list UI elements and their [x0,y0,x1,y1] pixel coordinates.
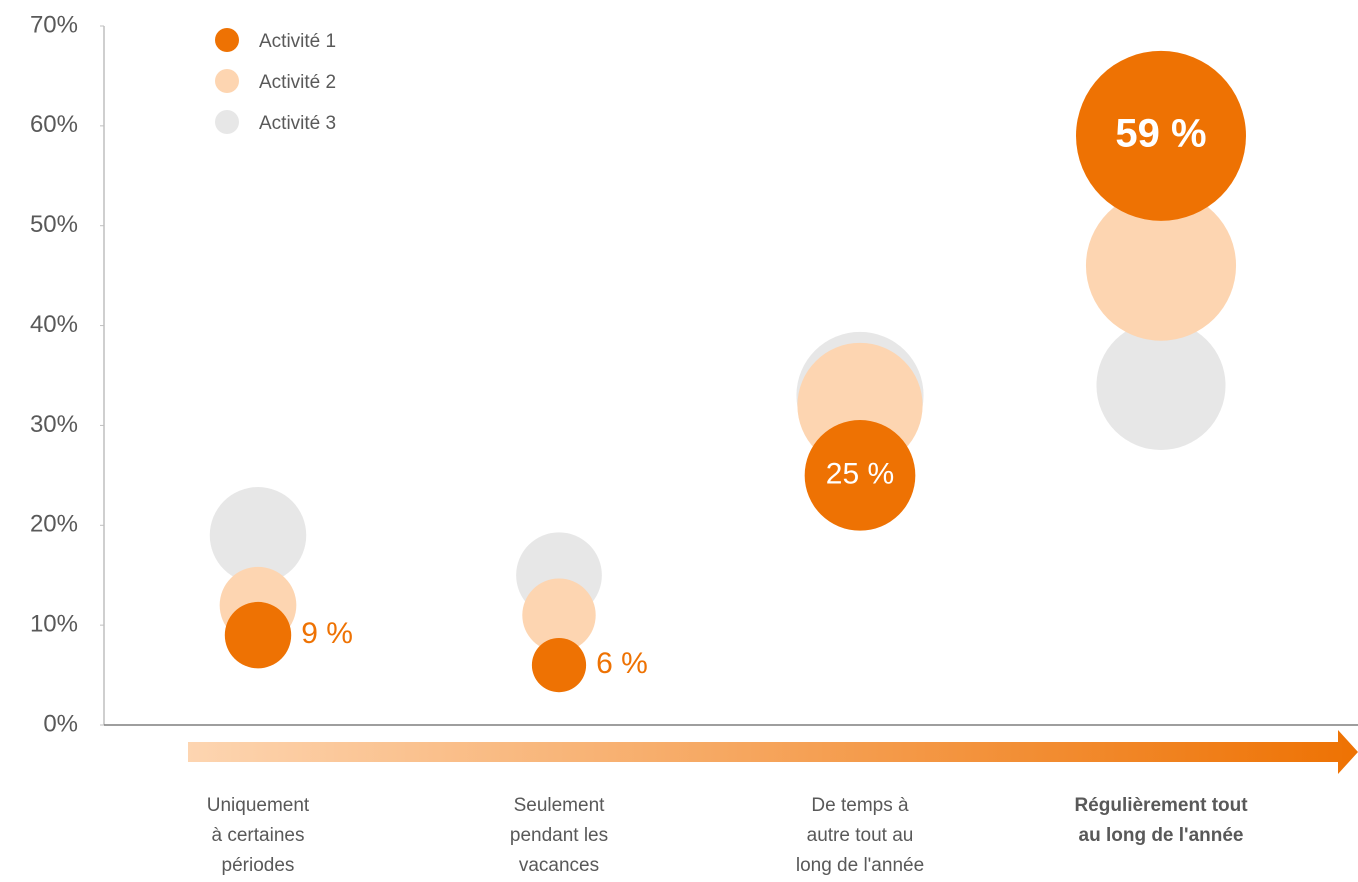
legend-marker [215,28,239,52]
legend-label: Activité 3 [259,113,336,134]
data-label: 59 % [1115,111,1206,155]
x-tick-label: Régulièrement tout [1074,795,1248,816]
bubble [209,487,307,584]
x-tick-label: vacances [519,855,599,876]
bubble [1096,320,1226,451]
y-tick-label: 30% [30,411,78,438]
x-tick-label: autre tout au [807,825,914,846]
bubble [1076,50,1246,221]
y-tick-label: 50% [30,211,78,238]
x-tick-label: long de l'année [796,855,924,876]
y-tick-label: 70% [30,11,78,38]
y-tick-label: 20% [30,511,78,538]
bubble [1085,190,1237,341]
legend-label: Activité 1 [259,31,336,52]
progress-arrow [188,730,1358,774]
x-tick-label: pendant les [510,825,608,846]
bubble [531,637,587,693]
legend-marker [215,110,239,134]
legend-marker [215,69,239,93]
x-tick-label: au long de l'année [1079,825,1244,846]
data-label: 6 % [596,647,648,680]
data-label: 25 % [826,457,894,490]
x-tick-label: Seulement [514,795,606,816]
x-tick-label: périodes [222,855,295,876]
bubble [522,578,596,652]
data-label: 9 % [301,617,353,650]
y-tick-label: 40% [30,311,78,338]
x-tick-label: De temps à [811,795,909,816]
y-tick-label: 10% [30,610,78,637]
x-tick-label: Uniquement [207,795,310,816]
y-tick-label: 0% [43,710,78,737]
bubble [224,601,292,669]
y-tick-label: 60% [30,111,78,138]
x-tick-label: à certaines [212,825,305,846]
bubble [804,420,916,531]
legend-label: Activité 2 [259,72,336,93]
